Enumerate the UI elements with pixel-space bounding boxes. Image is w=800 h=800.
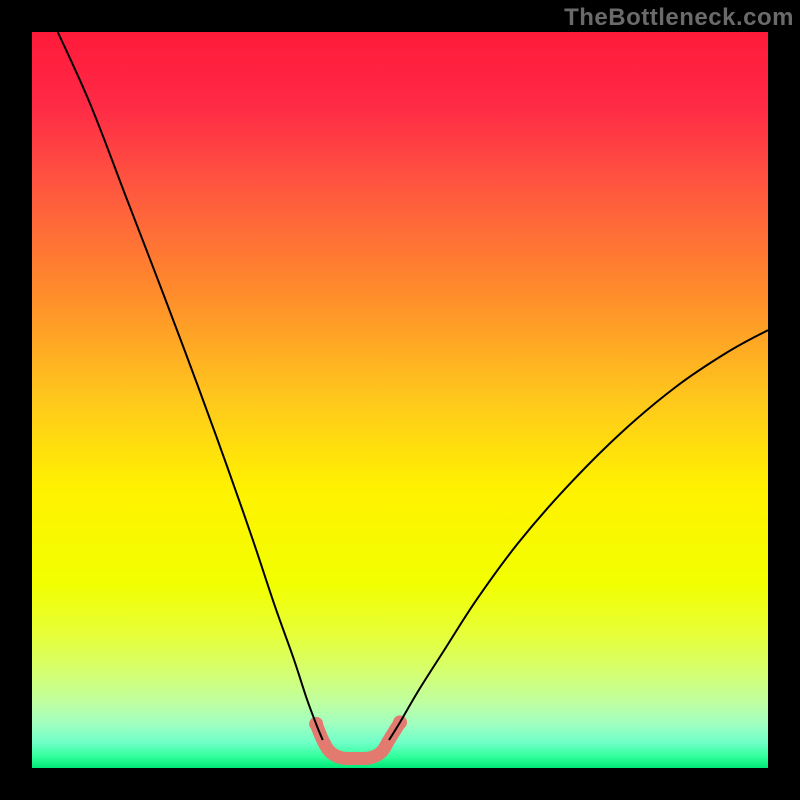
chart-container: TheBottleneck.com [0,0,800,800]
bottleneck-chart [0,0,800,800]
watermark-text: TheBottleneck.com [564,4,794,32]
